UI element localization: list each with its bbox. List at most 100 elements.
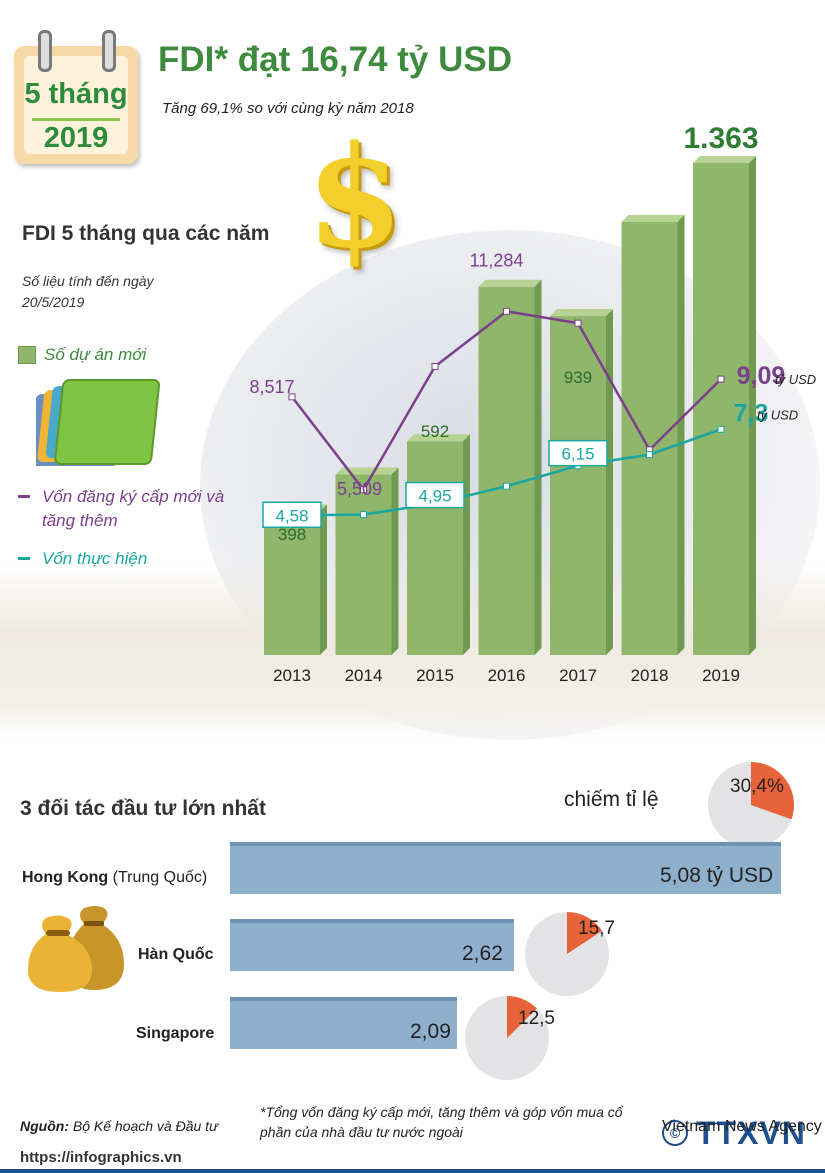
chart-section-title: FDI 5 tháng qua các năm xyxy=(22,222,270,245)
realized-label-2019: 7,3 xyxy=(734,399,769,427)
registered-label-2016: 11,284 xyxy=(470,250,524,270)
source-label: Nguồn: xyxy=(20,1118,69,1134)
footer-divider xyxy=(0,1169,825,1173)
source-text: Bộ Kế hoạch và Đầu tư xyxy=(68,1118,218,1134)
page-subtitle: Tăng 69,1% so với cùng kỳ năm 2018 xyxy=(162,100,414,117)
share-pie-korea xyxy=(525,912,609,996)
legend-realized-swatch xyxy=(18,557,30,560)
legend-new-projects: Số dự án mới xyxy=(18,345,146,365)
realized-label-box-2013 xyxy=(262,501,322,529)
registered-label-2013: 8,517 xyxy=(249,377,294,397)
logo-subtitle: Vietnam News Agency xyxy=(662,1118,822,1135)
partner-name: Hàn Quốc xyxy=(138,946,214,963)
registered-point-2014 xyxy=(360,486,367,494)
realized-label-box-2017 xyxy=(548,439,608,467)
share-label-singapore: 12,5 xyxy=(518,1008,555,1029)
bar-label-2017: 939 xyxy=(564,368,592,387)
x-tick-2017: 2017 xyxy=(559,666,597,685)
legend-registered-capital: Vốn đăng ký cấp mới và tăng thêm xyxy=(18,485,252,533)
legend-new-projects-label: Số dự án mới xyxy=(44,345,147,364)
folders-icon xyxy=(36,379,160,466)
realized-point-2014 xyxy=(360,511,367,519)
copyright-icon: © xyxy=(662,1120,688,1146)
bar-side-2017 xyxy=(606,309,613,655)
partner-label-singapore: Singapore xyxy=(136,1025,214,1043)
legend-bar-swatch xyxy=(18,346,36,364)
registered-point-2013 xyxy=(288,393,296,401)
calendar-month: 5 tháng xyxy=(24,78,128,110)
bar-2013 xyxy=(264,511,320,655)
registered-label-2019: 9,09 xyxy=(737,362,786,390)
bar-top-2015 xyxy=(407,434,470,442)
partner-value-hong-kong: 5,08 tỷ USD xyxy=(660,864,774,887)
realized-label-2017: 6,15 xyxy=(561,445,594,464)
logo-text: TTXVN xyxy=(696,1115,806,1151)
partner-bar-singapore xyxy=(230,997,457,1049)
bar-label-2013: 398 xyxy=(278,525,306,544)
share-label: chiếm tỉ lệ xyxy=(564,788,659,811)
realized-point-2019 xyxy=(717,425,725,433)
x-tick-2014: 2014 xyxy=(345,666,383,685)
realized-label-2015: 4,95 xyxy=(418,487,451,506)
calendar-icon: 5 tháng 2019 xyxy=(14,30,142,166)
realized-unit: tỷ USD xyxy=(757,407,798,422)
registered-point-2016 xyxy=(503,307,510,315)
partner-value-singapore: 2,09 xyxy=(410,1020,451,1043)
share-label-korea: 15,7 xyxy=(578,918,615,939)
x-tick-2018: 2018 xyxy=(631,666,669,685)
partner-name-suffix: (Trung Quốc) xyxy=(108,869,208,886)
registered-point-2019 xyxy=(717,375,725,383)
partner-label-korea: Hàn Quốc xyxy=(138,946,214,964)
footnote: *Tổng vốn đăng ký cấp mới, tăng thêm và … xyxy=(260,1104,623,1140)
bar-side-2014 xyxy=(391,467,399,655)
legend-realized-label: Vốn thực hiện xyxy=(42,549,148,568)
bar-2015 xyxy=(407,441,463,655)
x-tick-2015: 2015 xyxy=(416,666,454,685)
partner-bar-korea xyxy=(230,919,515,971)
data-date-note: Số liệu tính đến ngày 20/5/2019 xyxy=(22,273,154,310)
bar-label-2015: 592 xyxy=(421,422,449,441)
partner-bar-hong-kong xyxy=(230,842,781,894)
bar-2017 xyxy=(550,316,606,655)
registered-point-2015 xyxy=(431,362,439,370)
bar-side-2016 xyxy=(534,279,542,655)
bar-side-2019 xyxy=(749,156,756,655)
bar-2016 xyxy=(478,286,535,655)
legend-registered-label: Vốn đăng ký cấp mới và tăng thêm xyxy=(42,487,225,530)
page-title: FDI* đạt 16,74 tỷ USD xyxy=(158,40,512,79)
bar-top-2018 xyxy=(621,214,685,222)
registered-label-2014: 5,509 xyxy=(337,479,382,499)
partner-value-korea: 2,62 xyxy=(462,942,503,965)
bar-top-2014 xyxy=(335,467,399,475)
partner-label-hong-kong: Hong Kong (Trung Quốc) xyxy=(22,869,207,887)
registered-point-2017 xyxy=(574,319,582,327)
bar-side-2013 xyxy=(320,504,327,655)
legend-registered-swatch xyxy=(18,495,30,498)
x-tick-2016: 2016 xyxy=(488,666,526,685)
bar-top-2017 xyxy=(550,309,613,317)
x-tick-2013: 2013 xyxy=(273,666,311,685)
share-pie-hong-kong xyxy=(708,762,794,848)
bar-label-2019: 1.363 xyxy=(683,122,758,155)
realized-point-2018 xyxy=(646,451,653,459)
realized-point-2016 xyxy=(503,482,510,490)
bar-2014 xyxy=(335,474,392,655)
bar-side-2015 xyxy=(463,434,470,655)
registered-unit: tỷ USD xyxy=(775,372,816,387)
source-note: Nguồn: Bộ Kế hoạch và Đầu tư xyxy=(20,1118,218,1134)
partners-section-title: 3 đối tác đầu tư lớn nhất xyxy=(20,797,266,820)
x-tick-2019: 2019 xyxy=(702,666,740,685)
money-bag-icon xyxy=(28,906,124,992)
partner-name: Hong Kong xyxy=(22,869,109,886)
calendar-year: 2019 xyxy=(43,122,109,154)
bar-top-2019 xyxy=(693,156,756,163)
realized-label-2013: 4,58 xyxy=(275,506,308,525)
realized-label-box-2015 xyxy=(405,481,465,509)
share-pie-singapore xyxy=(465,996,549,1080)
bar-top-2016 xyxy=(478,279,542,287)
bar-side-2018 xyxy=(677,214,685,655)
ttxvn-logo: © TTXVN xyxy=(662,1115,806,1151)
dollar-icon: $ xyxy=(306,116,404,280)
footer-url[interactable]: https://infographics.vn xyxy=(20,1149,182,1166)
fdi-chart: 2013 2014 2015 2016 2017 2018 2019 398 592 939 1.3… xyxy=(249,122,816,685)
